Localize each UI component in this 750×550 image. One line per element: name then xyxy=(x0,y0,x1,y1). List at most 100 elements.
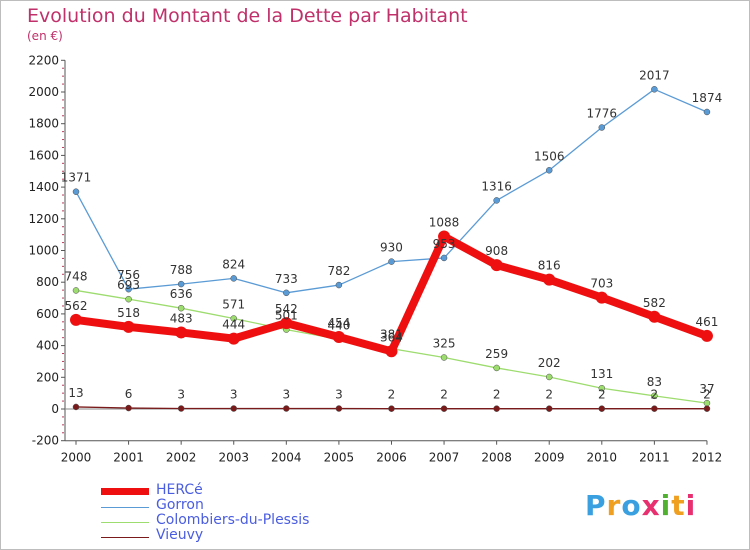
data-label: 1371 xyxy=(61,171,92,185)
data-point xyxy=(545,167,553,174)
data-label: 483 xyxy=(170,311,193,325)
data-label: 2 xyxy=(545,388,553,402)
data-point xyxy=(177,280,185,288)
data-point xyxy=(703,405,711,412)
data-point xyxy=(385,345,398,358)
data-label: 2 xyxy=(493,388,501,402)
data-point xyxy=(493,197,500,204)
chart-subtitle: (en €) xyxy=(27,29,63,43)
logo-letter: r xyxy=(606,489,622,522)
x-tick-label: 2002 xyxy=(166,451,197,465)
data-label: 1874 xyxy=(692,91,723,105)
y-tick-label: 1600 xyxy=(28,148,59,162)
data-label: 325 xyxy=(433,336,456,350)
x-tick-label: 2009 xyxy=(534,451,565,465)
data-point xyxy=(125,285,132,293)
x-tick-label: 2005 xyxy=(324,451,355,465)
data-label: 3 xyxy=(177,388,185,402)
y-tick-label: 1200 xyxy=(28,212,59,226)
legend-swatch-vieuvy xyxy=(101,537,149,538)
data-point xyxy=(72,188,80,195)
data-point xyxy=(388,405,395,412)
data-point xyxy=(335,405,343,412)
data-point xyxy=(227,332,240,345)
proxiti-logo: Proxiti xyxy=(585,489,696,522)
legend-label-vieuvy: Vieuvy xyxy=(156,527,204,543)
data-label: 953 xyxy=(433,237,456,251)
data-point xyxy=(648,310,661,323)
data-point xyxy=(545,373,553,381)
data-label: 454 xyxy=(327,316,350,330)
data-label: 908 xyxy=(485,244,508,258)
data-label: 1316 xyxy=(481,179,512,193)
x-tick-label: 2010 xyxy=(587,451,618,465)
data-label: 788 xyxy=(170,263,193,277)
data-point xyxy=(493,364,500,372)
data-label: 733 xyxy=(275,272,298,286)
legend-swatch-gorron xyxy=(101,507,149,508)
data-point xyxy=(388,258,395,265)
data-label: 782 xyxy=(327,264,350,278)
data-point xyxy=(595,291,608,304)
data-point xyxy=(177,304,185,312)
legend-swatch-colombiers xyxy=(101,522,149,523)
data-point xyxy=(651,392,658,400)
data-point xyxy=(332,331,345,344)
y-tick-label: 2200 xyxy=(28,53,59,67)
y-tick-label: 2000 xyxy=(28,85,59,99)
data-label: 2 xyxy=(703,388,711,402)
data-point xyxy=(490,259,503,272)
data-label: 571 xyxy=(222,297,245,311)
logo-letter: i xyxy=(685,489,697,522)
data-point xyxy=(72,403,80,411)
x-tick-label: 2001 xyxy=(113,451,144,465)
data-label: 501 xyxy=(275,309,298,323)
data-label: 440 xyxy=(327,318,350,332)
data-label: 3 xyxy=(282,388,290,402)
data-label: 562 xyxy=(65,299,88,313)
x-tick-label: 2007 xyxy=(429,451,460,465)
data-label: 756 xyxy=(117,268,140,282)
data-label: 13 xyxy=(68,386,83,400)
data-point xyxy=(438,230,451,243)
data-label: 83 xyxy=(647,375,662,389)
data-label: 703 xyxy=(590,277,613,291)
data-label: 2 xyxy=(651,388,659,402)
data-label: 518 xyxy=(117,306,140,320)
data-point xyxy=(280,317,293,330)
data-point xyxy=(72,287,80,294)
data-label: 542 xyxy=(275,302,298,316)
data-label: 636 xyxy=(170,287,193,301)
data-point xyxy=(125,404,132,412)
data-label: 2 xyxy=(440,388,448,402)
data-label: 37 xyxy=(699,382,714,396)
legend-swatch-herce xyxy=(101,488,149,495)
logo-letter: P xyxy=(585,489,607,522)
data-label: 748 xyxy=(65,269,88,283)
data-point xyxy=(598,384,606,392)
data-point xyxy=(543,273,556,286)
logo-letter: t xyxy=(671,489,686,522)
data-point xyxy=(177,405,185,412)
y-tick-label: 400 xyxy=(36,339,59,353)
y-tick-label: 800 xyxy=(36,275,59,289)
y-tick-label: -200 xyxy=(32,434,59,448)
data-point xyxy=(545,405,553,412)
data-point xyxy=(440,405,448,412)
logo-letter: x xyxy=(641,489,661,522)
data-point xyxy=(703,108,711,116)
data-label: 582 xyxy=(643,296,666,310)
x-tick-label: 2000 xyxy=(61,451,92,465)
data-point xyxy=(598,405,606,412)
data-label: 2 xyxy=(388,388,396,402)
data-label: 461 xyxy=(696,315,719,329)
data-point xyxy=(125,295,132,303)
legend-label-colombiers: Colombiers-du-Plessis xyxy=(156,512,310,528)
data-point xyxy=(440,354,448,361)
y-tick-label: 1000 xyxy=(28,244,59,258)
data-point xyxy=(651,405,658,412)
data-point xyxy=(598,124,606,131)
legend-label-gorron: Gorron xyxy=(156,497,204,513)
data-label: 824 xyxy=(222,257,245,271)
